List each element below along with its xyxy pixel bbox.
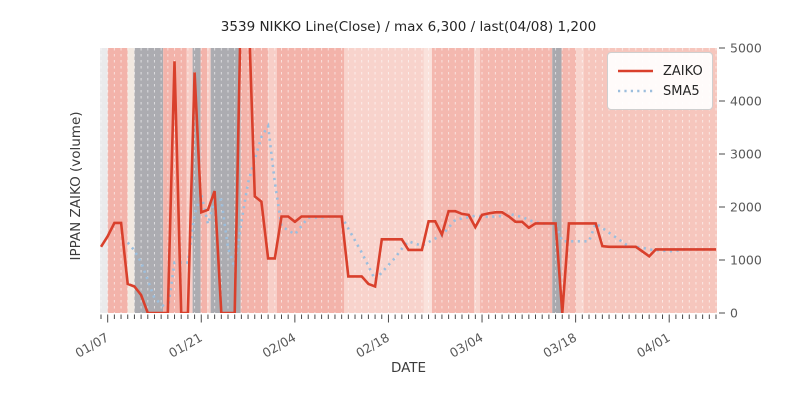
sma5-line-swatch [618, 89, 653, 93]
x-tick-label: 01/07 [72, 330, 111, 361]
y-tick-label: 2000 [730, 200, 762, 215]
x-tick-label: 01/21 [166, 330, 205, 361]
y-tick-label: 3000 [730, 147, 762, 162]
y-tick-label: 4000 [730, 94, 762, 109]
day-band [207, 48, 211, 313]
day-band [344, 48, 424, 313]
y-axis-ticks: 0 1000 2000 3000 4000 5000 [719, 41, 762, 321]
legend-item-sma5: SMA5 [617, 81, 702, 101]
x-axis-ticks: 01/07 01/21 02/04 02/18 03/04 03/18 04/01 [72, 314, 717, 361]
legend-label-zaiko: ZAIKO [663, 63, 703, 79]
day-band [552, 48, 562, 313]
x-tick-label: 03/04 [447, 330, 486, 361]
x-tick-label: 02/04 [260, 330, 299, 361]
y-tick-label: 1000 [730, 253, 762, 268]
legend-label-sma5: SMA5 [663, 83, 700, 99]
day-band [474, 48, 481, 313]
chart-title: 3539 NIKKO Line(Close) / max 6,300 / las… [220, 19, 597, 35]
x-tick-label: 03/18 [540, 330, 579, 361]
sma5-line [126, 122, 716, 312]
zaiko-line [100, 48, 716, 313]
day-band [100, 48, 108, 313]
day-band [576, 48, 584, 313]
y-tick-label: 5000 [730, 41, 762, 56]
day-band [134, 48, 164, 313]
y-axis-label: IPPAN ZAIKO (volume) [68, 111, 84, 261]
day-band [192, 48, 201, 313]
day-band [127, 48, 135, 313]
x-tick-label: 04/01 [634, 330, 673, 361]
legend: ZAIKO SMA5 [607, 52, 713, 110]
x-axis-label: DATE [390, 360, 427, 376]
day-band [480, 48, 553, 313]
day-band [423, 48, 432, 313]
legend-item-zaiko: ZAIKO [617, 61, 703, 81]
day-band [431, 48, 475, 313]
day-band [276, 48, 345, 313]
zaiko-line-swatch [618, 69, 653, 73]
day-band [200, 48, 208, 313]
day-band [268, 48, 277, 313]
day-band [107, 48, 128, 313]
y-tick-label: 0 [730, 306, 738, 321]
x-tick-label: 02/18 [353, 330, 392, 361]
day-band [186, 48, 193, 313]
